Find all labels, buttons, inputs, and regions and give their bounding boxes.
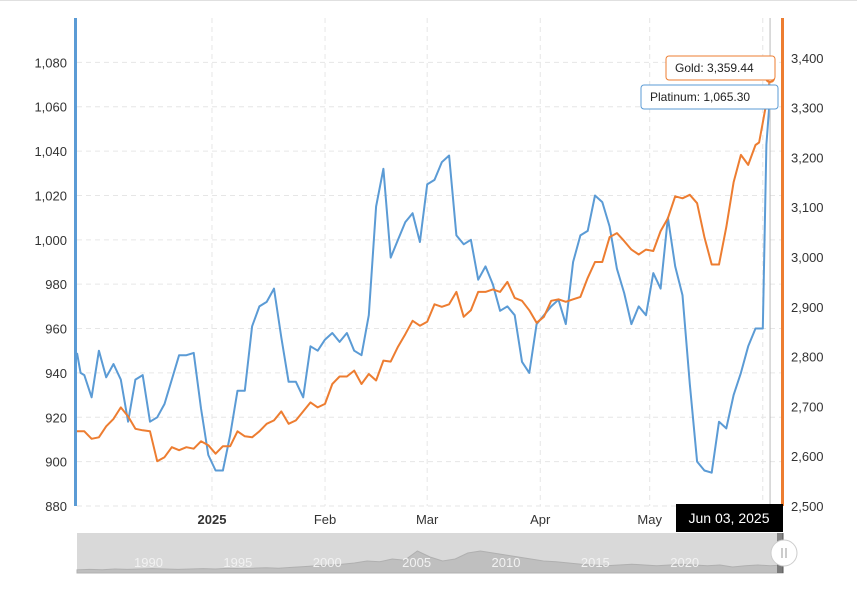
date-flag-text: Jun 03, 2025 [689,510,770,526]
right-tick-label: 2,600 [791,449,824,464]
navigator-year-label: 2010 [492,555,521,570]
left-tick-label: 980 [45,277,67,292]
navigator-year-label: 2020 [670,555,699,570]
left-tick-label: 1,040 [34,144,67,159]
left-axis-bar [74,18,77,506]
right-tick-label: 2,900 [791,300,824,315]
navigator-labels: 1990 1995 2000 2005 2010 2015 2020 [134,555,699,570]
platinum-tooltip: Platinum: 1,065.30 [640,84,779,110]
gold-tooltip-text: Gold: 3,359.44 [675,61,754,75]
left-tick-label: 1,060 [34,100,67,115]
left-axis-ticks: 880 900 920 940 960 980 1,000 1,020 1,040 1,060 1,… [34,55,67,514]
x-tick-label: Mar [416,512,439,527]
left-tick-label: 940 [45,366,67,381]
x-tick-label: May [637,512,662,527]
navigator-year-label: 2005 [402,555,431,570]
x-tick-label: Apr [530,512,551,527]
navigator-series [76,550,784,574]
gold-tooltip: Gold: 3,359.44 [665,55,776,81]
date-flag: Jun 03, 2025 [676,504,783,532]
grid-lines [77,18,781,507]
platinum-tooltip-text: Platinum: 1,065.30 [650,90,750,104]
right-tick-label: 3,200 [791,150,824,165]
left-tick-label: 1,020 [34,188,67,203]
x-tick-label: 2025 [198,512,227,527]
gold-series-line[interactable] [77,77,772,463]
right-tick-label: 2,500 [791,499,824,514]
navigator-year-label: 2015 [581,555,610,570]
left-tick-label: 1,080 [34,55,67,70]
navigator-year-label: 2000 [313,555,342,570]
left-tick-label: 920 [45,410,67,425]
platinum-series-line[interactable] [76,94,772,474]
right-tick-label: 2,700 [791,399,824,414]
left-tick-label: 1,000 [34,233,67,248]
right-tick-label: 2,800 [791,350,824,365]
right-tick-label: 3,400 [791,51,824,66]
left-tick-label: 900 [45,455,67,470]
navigator[interactable]: 1990 1995 2000 2005 2010 2015 2020 [76,533,798,574]
right-axis-bar [781,18,784,506]
left-tick-label: 880 [45,499,67,514]
right-tick-label: 3,000 [791,250,824,265]
drag-handle-icon[interactable] [770,539,798,567]
right-tick-label: 3,100 [791,200,824,215]
left-tick-label: 960 [45,322,67,337]
navigator-year-label: 1990 [134,555,163,570]
navigator-year-label: 1995 [223,555,252,570]
right-tick-label: 3,300 [791,101,824,116]
right-axis-ticks: 2,500 2,600 2,700 2,800 2,900 3,000 3,100 3,200… [791,51,824,514]
x-tick-label: Feb [314,512,336,527]
